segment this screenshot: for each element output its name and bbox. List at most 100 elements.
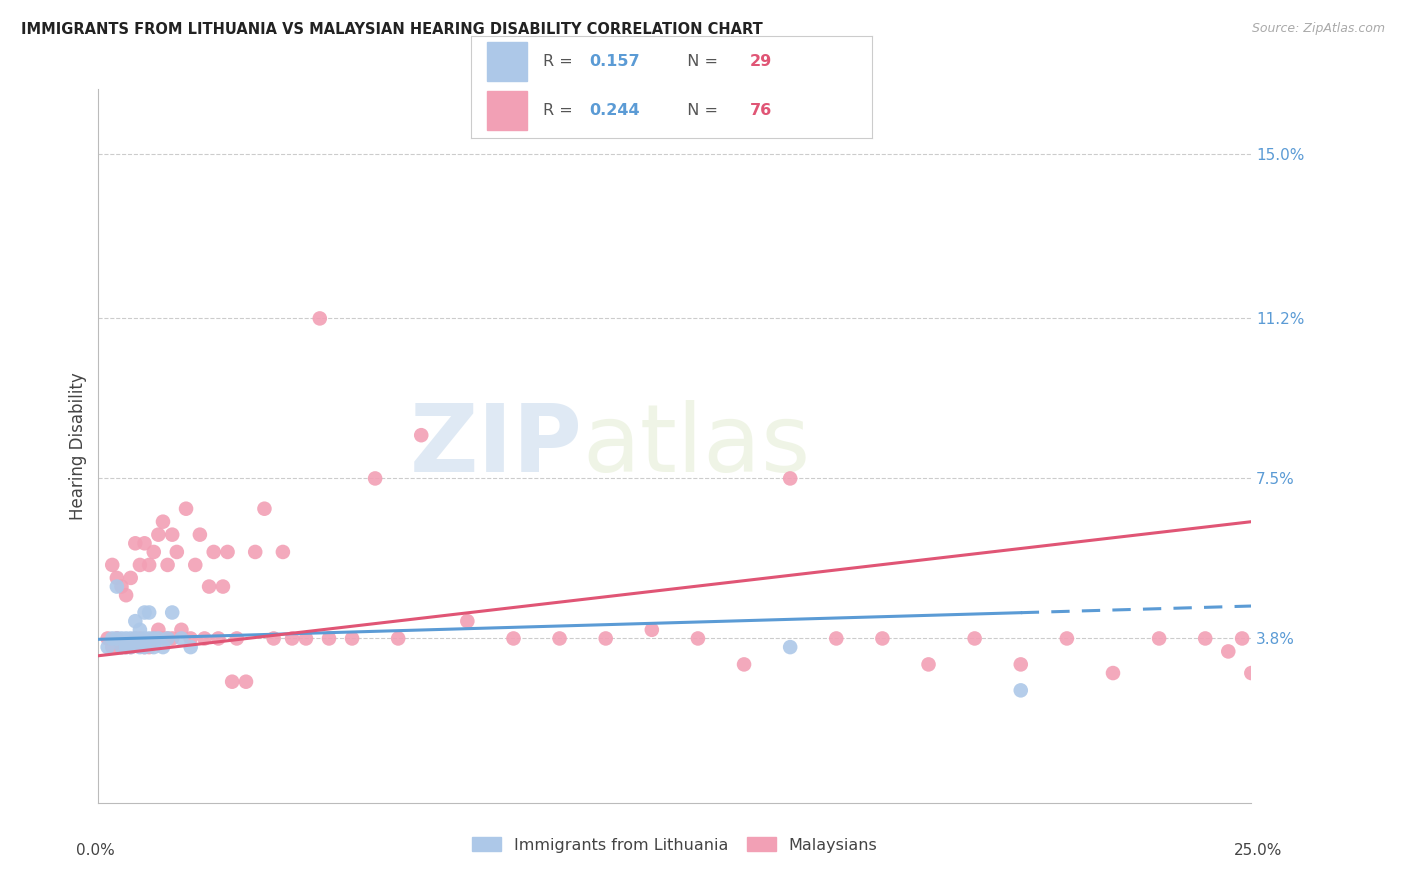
Point: [97, 640, 120, 654]
Point: [235, 674, 257, 689]
Point: [166, 545, 188, 559]
Point: [142, 632, 165, 646]
Point: [170, 632, 193, 646]
Text: R =: R =: [543, 54, 578, 70]
Point: [142, 632, 165, 646]
Point: [595, 632, 617, 646]
Point: [872, 632, 894, 646]
Point: [156, 558, 179, 572]
Point: [148, 632, 170, 646]
Point: [129, 632, 152, 646]
Point: [202, 545, 225, 559]
Point: [733, 657, 755, 672]
Point: [1010, 683, 1032, 698]
Point: [160, 632, 183, 646]
Point: [110, 640, 132, 654]
Point: [115, 632, 138, 646]
Point: [364, 471, 387, 485]
Point: [124, 632, 146, 646]
Text: 0.0%: 0.0%: [76, 843, 115, 858]
Point: [212, 580, 235, 594]
Point: [184, 558, 207, 572]
Point: [105, 580, 128, 594]
Point: [225, 632, 247, 646]
Point: [198, 580, 221, 594]
Point: [110, 580, 132, 594]
Bar: [486, 42, 527, 81]
Point: [411, 428, 433, 442]
Point: [207, 632, 229, 646]
Point: [825, 632, 848, 646]
Point: [963, 632, 986, 646]
Point: [115, 640, 138, 654]
Point: [134, 640, 156, 654]
Point: [271, 545, 294, 559]
Point: [1147, 632, 1170, 646]
Point: [152, 632, 174, 646]
Point: [180, 640, 202, 654]
Point: [160, 606, 183, 620]
Point: [101, 558, 124, 572]
Point: [142, 545, 165, 559]
Text: ZIP: ZIP: [409, 400, 582, 492]
Point: [1102, 666, 1125, 681]
Point: [148, 527, 170, 541]
Text: N =: N =: [678, 54, 724, 70]
Point: [115, 640, 138, 654]
Text: atlas: atlas: [582, 400, 811, 492]
Bar: [486, 91, 527, 130]
Point: [1010, 657, 1032, 672]
Point: [193, 632, 215, 646]
Point: [263, 632, 285, 646]
Point: [152, 515, 174, 529]
Text: R =: R =: [543, 103, 578, 118]
Point: [105, 632, 128, 646]
Point: [105, 571, 128, 585]
Text: 25.0%: 25.0%: [1234, 843, 1282, 858]
Point: [1230, 632, 1253, 646]
Text: 0.244: 0.244: [589, 103, 640, 118]
Point: [1194, 632, 1216, 646]
Point: [308, 311, 330, 326]
Point: [917, 657, 939, 672]
Point: [152, 640, 174, 654]
Point: [129, 558, 152, 572]
Point: [129, 623, 152, 637]
Point: [160, 527, 183, 541]
Point: [101, 632, 124, 646]
Point: [129, 640, 152, 654]
Point: [105, 632, 128, 646]
Point: [245, 545, 267, 559]
Point: [686, 632, 709, 646]
Point: [217, 545, 239, 559]
Point: [134, 536, 156, 550]
Text: N =: N =: [678, 103, 724, 118]
Text: 0.157: 0.157: [589, 54, 640, 70]
Point: [138, 558, 160, 572]
Point: [180, 632, 202, 646]
Point: [110, 632, 132, 646]
Point: [641, 623, 664, 637]
Point: [779, 471, 801, 485]
Point: [101, 640, 124, 654]
Point: [502, 632, 524, 646]
Point: [124, 614, 146, 628]
Point: [134, 640, 156, 654]
Point: [548, 632, 571, 646]
Point: [120, 571, 142, 585]
Point: [97, 632, 120, 646]
Point: [779, 640, 801, 654]
Point: [124, 536, 146, 550]
Point: [1240, 666, 1263, 681]
Point: [170, 623, 193, 637]
Point: [134, 606, 156, 620]
Point: [120, 640, 142, 654]
Text: 76: 76: [749, 103, 772, 118]
Text: 29: 29: [749, 54, 772, 70]
Point: [387, 632, 409, 646]
Point: [340, 632, 363, 646]
Point: [138, 606, 160, 620]
Point: [253, 501, 276, 516]
Point: [124, 632, 146, 646]
Point: [142, 640, 165, 654]
